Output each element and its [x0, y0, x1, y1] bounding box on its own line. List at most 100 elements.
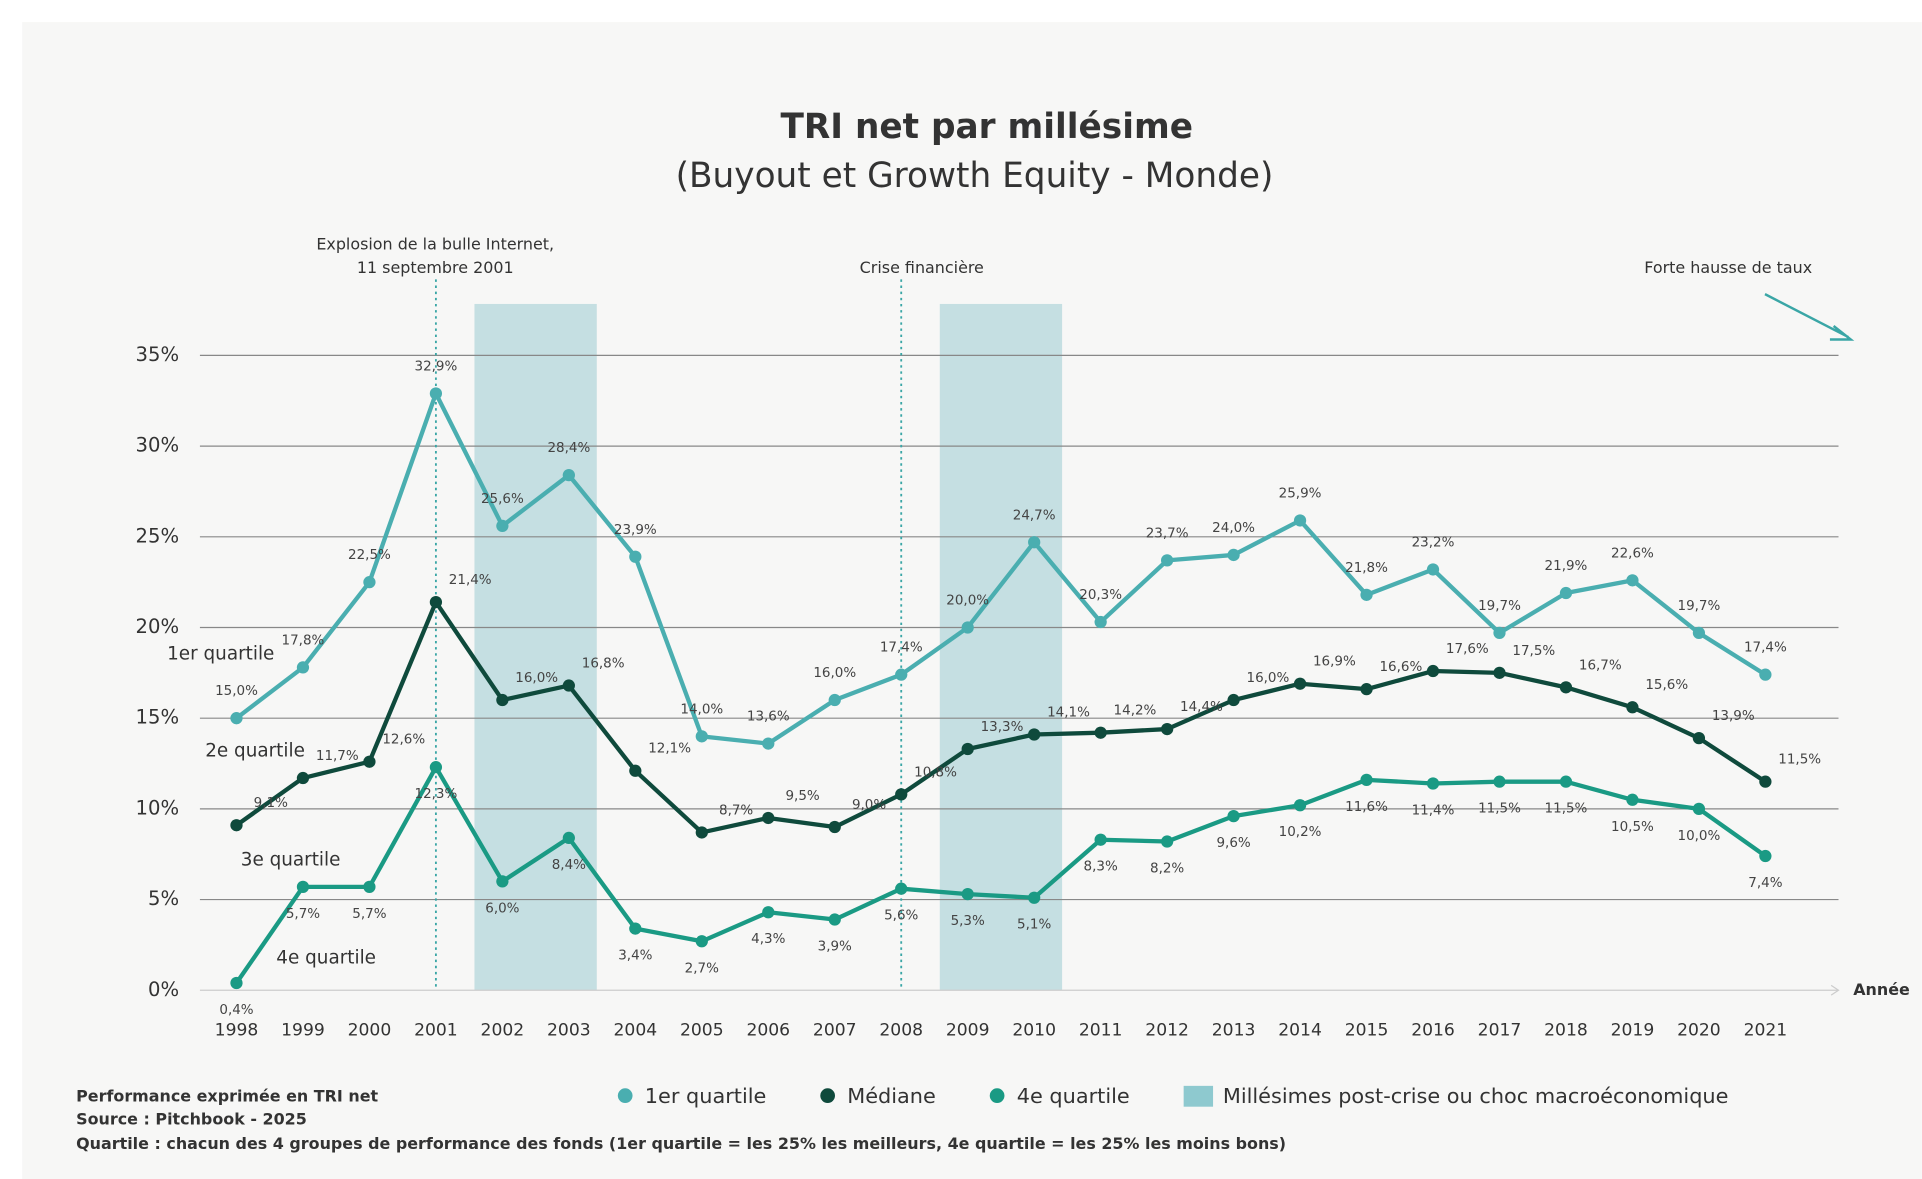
data-point [1559, 681, 1573, 694]
data-label: 3,9% [818, 938, 852, 954]
x-axis-arrow [1830, 984, 1840, 996]
y-tick-label: 5% [148, 887, 179, 910]
data-label: 13,6% [747, 709, 790, 725]
x-tick-label: 2012 [1145, 1021, 1189, 1041]
data-label: 24,0% [1212, 520, 1255, 536]
data-label: 5,7% [352, 906, 386, 922]
data-label: 12,1% [648, 741, 691, 757]
x-tick-label: 2013 [1212, 1021, 1256, 1041]
data-label: 16,7% [1579, 657, 1622, 673]
data-point [429, 595, 443, 609]
data-label: 21,9% [1545, 558, 1588, 574]
data-point [562, 831, 575, 845]
data-point [1227, 810, 1240, 823]
data-label: 16,9% [1313, 654, 1356, 670]
data-point [296, 771, 310, 785]
data-point [1227, 548, 1240, 562]
data-label: 16,0% [515, 670, 558, 686]
data-point [629, 764, 642, 777]
line-label: 1er quartile [167, 643, 274, 664]
x-tick-label: 2015 [1345, 1021, 1389, 1041]
data-label: 10,2% [1279, 824, 1322, 840]
data-label: 21,4% [449, 572, 492, 588]
footnote: Performance exprimée en TRI net [76, 1086, 378, 1105]
x-tick-label: 2009 [946, 1021, 990, 1041]
data-label: 22,6% [1611, 545, 1654, 561]
legend-label: 1er quartile [645, 1084, 767, 1108]
x-tick-label: 2017 [1478, 1021, 1522, 1041]
data-point [1426, 563, 1440, 576]
data-label: 5,7% [286, 906, 320, 922]
y-tick-label: 10% [136, 796, 180, 819]
data-point [1493, 775, 1506, 788]
data-label: 2,7% [685, 960, 719, 976]
data-point [230, 819, 243, 832]
data-label: 11,5% [1778, 752, 1821, 768]
data-point [1759, 775, 1772, 788]
arrow [1764, 293, 1855, 341]
data-label: 12,6% [382, 732, 425, 748]
data-point [895, 668, 908, 681]
data-point [895, 882, 908, 895]
data-point [695, 730, 708, 743]
data-label: 13,9% [1712, 708, 1755, 724]
data-point [961, 742, 974, 756]
data-label: 8,3% [1084, 859, 1118, 875]
legend-label: Médiane [847, 1084, 936, 1108]
data-label: 10,5% [1611, 819, 1654, 835]
data-point [1227, 693, 1240, 707]
data-point [1160, 554, 1174, 567]
data-point [363, 576, 376, 589]
data-point [1692, 626, 1706, 640]
data-label: 23,2% [1412, 534, 1455, 550]
data-label: 7,4% [1748, 875, 1782, 891]
data-label: 32,9% [415, 359, 458, 375]
data-point [296, 661, 310, 674]
data-point [1360, 588, 1373, 601]
x-tick-label: 2008 [879, 1021, 923, 1041]
x-tick-label: 2000 [348, 1021, 392, 1041]
annotation: 11 septembre 2001 [357, 258, 514, 277]
data-point [1559, 586, 1573, 600]
data-label: 5,6% [884, 908, 918, 924]
data-label: 22,5% [348, 547, 391, 563]
x-tick-label: 2020 [1677, 1021, 1721, 1041]
data-label: 10,0% [1678, 828, 1721, 844]
data-point [230, 976, 243, 990]
legend-swatch [989, 1088, 1005, 1104]
data-label: 16,6% [1379, 659, 1422, 675]
data-point [629, 922, 642, 935]
x-tick-label: 2007 [813, 1021, 857, 1041]
data-label: 11,4% [1412, 802, 1455, 818]
data-label: 17,6% [1446, 641, 1489, 657]
chart-subtitle: (Buyout et Growth Equity - Monde) [676, 156, 1274, 196]
data-point [1493, 666, 1506, 679]
x-tick-label: 2006 [746, 1021, 790, 1041]
legend-label: Millésimes post-crise ou choc macroécono… [1223, 1084, 1729, 1108]
footnote: Quartile : chacun des 4 groupes de perfo… [76, 1134, 1286, 1153]
data-label: 19,7% [1478, 598, 1521, 614]
data-point [429, 761, 443, 774]
y-tick-label: 0% [148, 978, 179, 1001]
data-point [695, 826, 708, 839]
data-label: 16,8% [582, 655, 625, 671]
data-point [629, 550, 642, 563]
data-point [828, 913, 841, 926]
data-label: 4,3% [751, 931, 785, 947]
data-label: 14,2% [1114, 703, 1157, 719]
data-point [363, 755, 376, 768]
line-label: 2e quartile [205, 740, 305, 761]
series-line [234, 765, 1767, 985]
data-point [762, 906, 775, 919]
data-label: 14,0% [680, 701, 723, 717]
data-label: 10,8% [914, 764, 957, 780]
data-label: 23,7% [1146, 525, 1189, 541]
data-label: 3,4% [618, 948, 652, 964]
data-label: 16,0% [1247, 670, 1290, 686]
y-tick-label: 15% [136, 706, 180, 729]
y-tick-label: 35% [136, 343, 180, 366]
series-line [235, 599, 1767, 835]
data-label: 11,6% [1345, 799, 1388, 815]
data-label: 9,0% [852, 797, 886, 813]
data-point [363, 880, 376, 894]
